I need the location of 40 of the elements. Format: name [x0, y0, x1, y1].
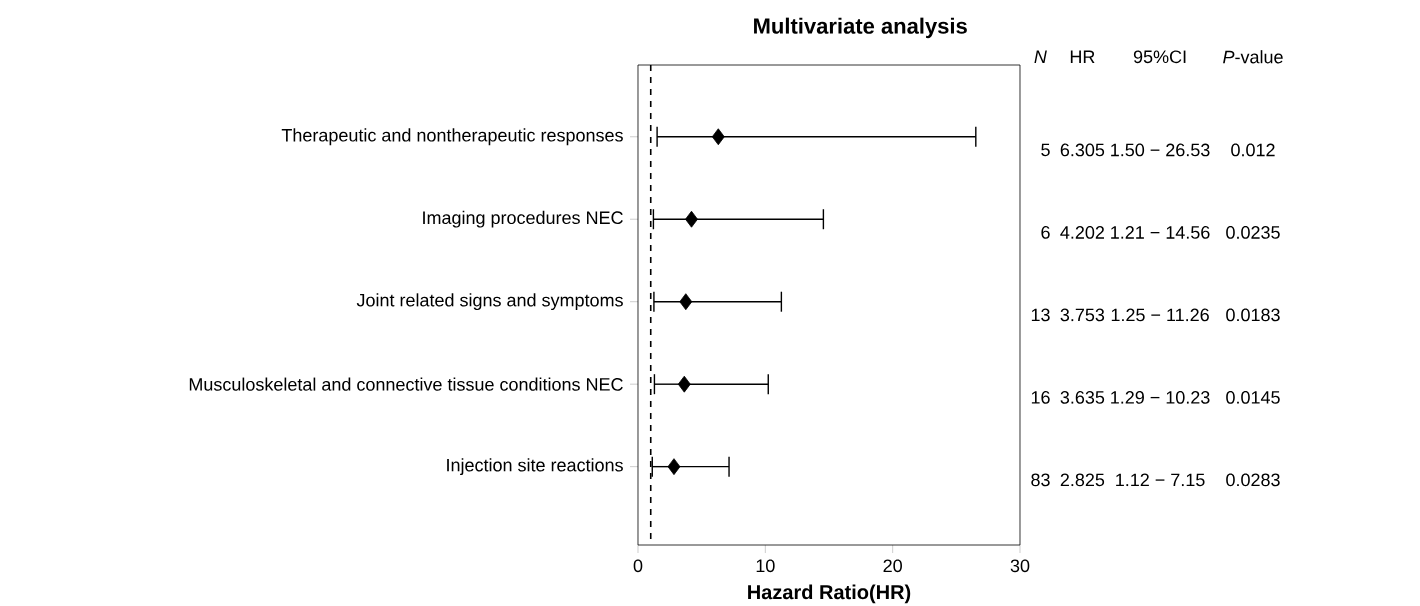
point	[685, 210, 698, 228]
y-tick-label: Injection site reactions	[447, 458, 623, 476]
x-tick-label: 20	[883, 559, 902, 573]
text: 1.25 − 11.26	[1111, 308, 1209, 322]
text: 4.202	[1060, 226, 1104, 239]
text: 3.753	[1060, 308, 1105, 322]
point	[677, 375, 691, 393]
text: 0.0235	[1226, 226, 1280, 239]
text: 6	[1041, 226, 1050, 239]
point	[679, 293, 693, 311]
text: 1.29 − 10.23	[1111, 391, 1210, 404]
text: 2.825	[1060, 473, 1105, 487]
text: 5	[1041, 143, 1050, 157]
text: 1.21 − 14.56	[1111, 226, 1210, 239]
point	[667, 458, 681, 476]
y-tick-label: Joint related signs and symptoms	[356, 293, 623, 311]
text: 16	[1031, 391, 1050, 404]
text: 0.0183	[1226, 308, 1280, 322]
text: 6.305	[1060, 143, 1105, 157]
y-tick-label: Imaging procedures NEC	[423, 210, 623, 228]
text: 0.0283	[1226, 473, 1280, 487]
text: 1.50 − 26.53	[1111, 143, 1210, 157]
x-axis-title: Hazard Ratio(HR)	[748, 584, 911, 604]
text: 3.635	[1060, 391, 1105, 404]
text: 95%CI	[1133, 50, 1186, 64]
text: 0.012	[1231, 143, 1275, 157]
x-tick-label: 30	[1010, 559, 1030, 573]
text: N	[1034, 50, 1047, 63]
point	[711, 128, 725, 146]
text: P-value	[1223, 50, 1283, 64]
text: 13	[1031, 308, 1050, 322]
text: HR	[1070, 50, 1095, 63]
y-tick-label: Musculoskeletal and connective tissue conditions NEC	[189, 377, 623, 391]
x-tick-label: 0	[633, 559, 643, 573]
text: 1.12 − 7.15	[1116, 473, 1205, 487]
text: 0.0145	[1226, 391, 1280, 404]
x-tick-label: 10	[756, 559, 775, 573]
y-tick-label: Therapeutic and nontherapeutic responses	[281, 128, 623, 146]
text: 83	[1031, 473, 1050, 487]
chart-title: Multivariate analysis	[754, 17, 967, 39]
